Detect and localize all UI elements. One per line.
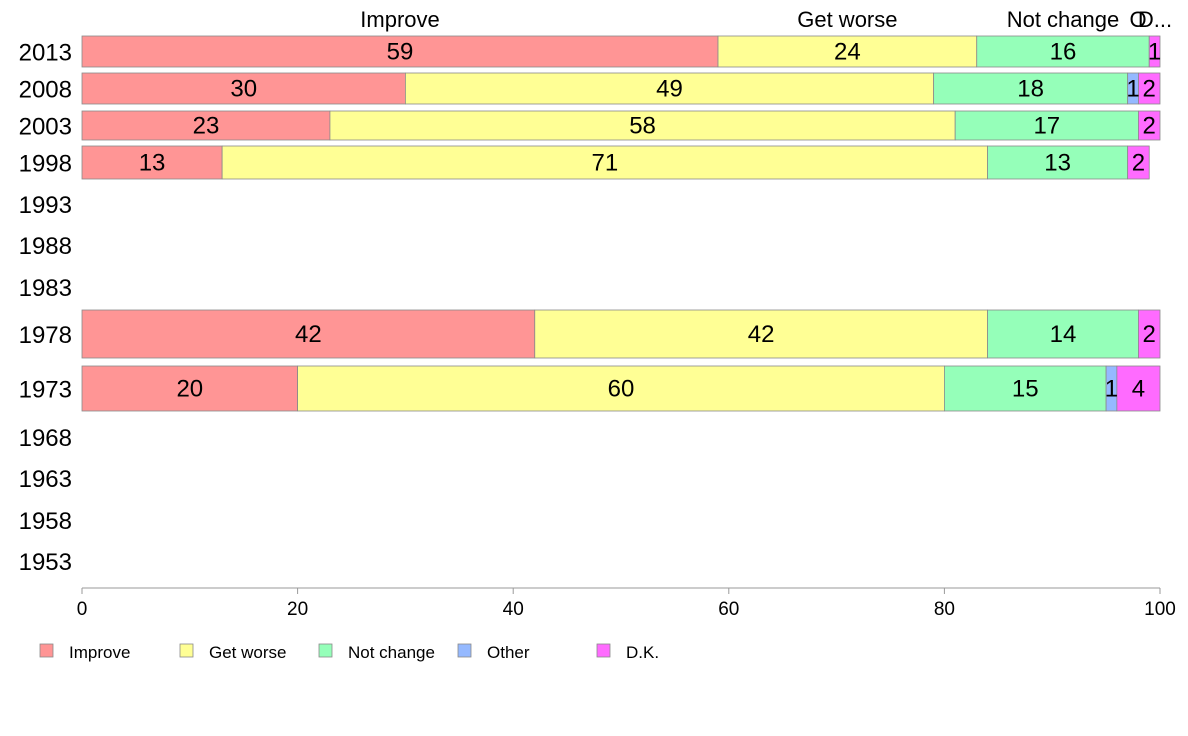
- data-label-1973-not-change: 15: [1012, 376, 1039, 403]
- category-label-1968: 1968: [19, 425, 72, 452]
- x-tick-label-0: 0: [77, 599, 88, 620]
- category-label-1958: 1958: [19, 508, 72, 535]
- data-label-2013-get-worse: 24: [834, 39, 861, 66]
- category-label-1978: 1978: [19, 322, 72, 349]
- data-label-1978-d-k: 2: [1143, 321, 1156, 348]
- category-label-2003: 2003: [19, 114, 72, 141]
- data-label-2008-improve: 30: [230, 76, 257, 103]
- legend-swatch-not-change: [318, 643, 333, 658]
- category-label-2008: 2008: [19, 77, 72, 104]
- legend: Improve Get worse Not change Other D.K.: [39, 643, 659, 662]
- bar-1973-improve: [81, 365, 299, 412]
- data-label-1978-improve: 42: [295, 321, 322, 348]
- category-label-1993: 1993: [19, 192, 72, 219]
- series-header-improve: Improve: [360, 7, 439, 32]
- bar-2003-not-change: [954, 110, 1139, 141]
- bar-1998-d-k: [1127, 145, 1150, 180]
- series-headers-layer: Improve Get worse Not change OD...: [360, 7, 1172, 32]
- category-label-2013: 2013: [19, 40, 72, 67]
- data-label-2008-other: 1: [1126, 76, 1139, 103]
- x-tick-label-40: 40: [503, 599, 524, 620]
- data-label-1998-not-change: 13: [1044, 150, 1071, 177]
- legend-label-not-change: Not change: [348, 643, 435, 662]
- bar-1978-get-worse: [534, 309, 988, 359]
- bar-2013-improve: [81, 35, 719, 68]
- legend-label-get-worse: Get worse: [209, 643, 286, 662]
- bar-2013-not-change: [976, 35, 1150, 68]
- bar-2003-d-k: [1138, 110, 1161, 141]
- category-label-1963: 1963: [19, 466, 72, 493]
- data-label-1973-improve: 20: [176, 376, 203, 403]
- bar-1998-not-change: [987, 145, 1129, 180]
- bar-2008-not-change: [933, 72, 1129, 105]
- category-labels-layer: 2013 2008 2003 1998 1993 1988 1983 1978 1973 1968…: [19, 40, 72, 577]
- legend-swatch-other: [457, 643, 472, 658]
- bar-2008-d-k: [1138, 72, 1161, 105]
- data-label-2008-get-worse: 49: [656, 76, 683, 103]
- x-axis: 0 20 40 60 80 100: [77, 587, 1176, 620]
- x-tick-label-80: 80: [934, 599, 955, 620]
- category-label-1953: 1953: [19, 549, 72, 576]
- segment-labels-layer: 59 24 16 130 49 18 1 223 58 17 213 71 13 242 42 14 220 60…: [139, 39, 1162, 403]
- x-tick-label-60: 60: [718, 599, 739, 620]
- data-label-2003-get-worse: 58: [629, 113, 656, 140]
- data-label-2013-d-k: 1: [1148, 39, 1161, 66]
- legend-swatch-d-k: [596, 643, 611, 658]
- legend-swatch-get-worse: [179, 643, 194, 658]
- legend-label-d-k: D.K.: [626, 643, 659, 662]
- bar-1998-improve: [81, 145, 223, 180]
- legend-label-other: Other: [487, 643, 530, 662]
- bars-layer: [81, 35, 1161, 412]
- bar-2013-d-k: [1148, 35, 1161, 68]
- bar-1978-not-change: [987, 309, 1139, 359]
- category-label-1988: 1988: [19, 233, 72, 260]
- data-label-1998-get-worse: 71: [591, 150, 618, 177]
- data-label-2003-d-k: 2: [1143, 113, 1156, 140]
- data-label-2008-d-k: 2: [1143, 76, 1156, 103]
- series-header-d-k: D...: [1138, 7, 1172, 32]
- data-label-1978-get-worse: 42: [748, 321, 775, 348]
- data-label-1973-get-worse: 60: [608, 376, 635, 403]
- data-label-2013-improve: 59: [387, 39, 414, 66]
- data-label-1998-d-k: 2: [1132, 150, 1145, 177]
- bar-2003-get-worse: [329, 110, 956, 141]
- series-header-get-worse: Get worse: [797, 7, 897, 32]
- data-label-1998-improve: 13: [139, 150, 166, 177]
- bar-2013-get-worse: [717, 35, 978, 68]
- data-label-2008-not-change: 18: [1017, 76, 1044, 103]
- bar-2008-get-worse: [404, 72, 935, 105]
- bar-1973-not-change: [944, 365, 1107, 412]
- category-label-1973: 1973: [19, 377, 72, 404]
- series-header-other: O: [1129, 7, 1146, 32]
- legend-swatch-improve: [39, 643, 54, 658]
- legend-label-improve: Improve: [69, 643, 130, 662]
- x-tick-label-100: 100: [1144, 599, 1176, 620]
- bar-1978-d-k: [1138, 309, 1161, 359]
- series-header-not-change: Not change: [1007, 7, 1120, 32]
- bar-1973-d-k: [1116, 365, 1161, 412]
- category-label-1998: 1998: [19, 151, 72, 178]
- data-label-1978-not-change: 14: [1050, 321, 1077, 348]
- bar-1978-improve: [81, 309, 536, 359]
- data-label-2003-improve: 23: [193, 113, 220, 140]
- bar-2003-improve: [81, 110, 331, 141]
- data-label-2003-not-change: 17: [1033, 113, 1060, 140]
- x-tick-label-20: 20: [287, 599, 308, 620]
- category-label-1983: 1983: [19, 275, 72, 302]
- data-label-2013-not-change: 16: [1050, 39, 1077, 66]
- bar-1973-get-worse: [297, 365, 945, 412]
- data-label-1973-other: 1: [1105, 376, 1118, 403]
- data-label-1973-d-k: 4: [1132, 376, 1145, 403]
